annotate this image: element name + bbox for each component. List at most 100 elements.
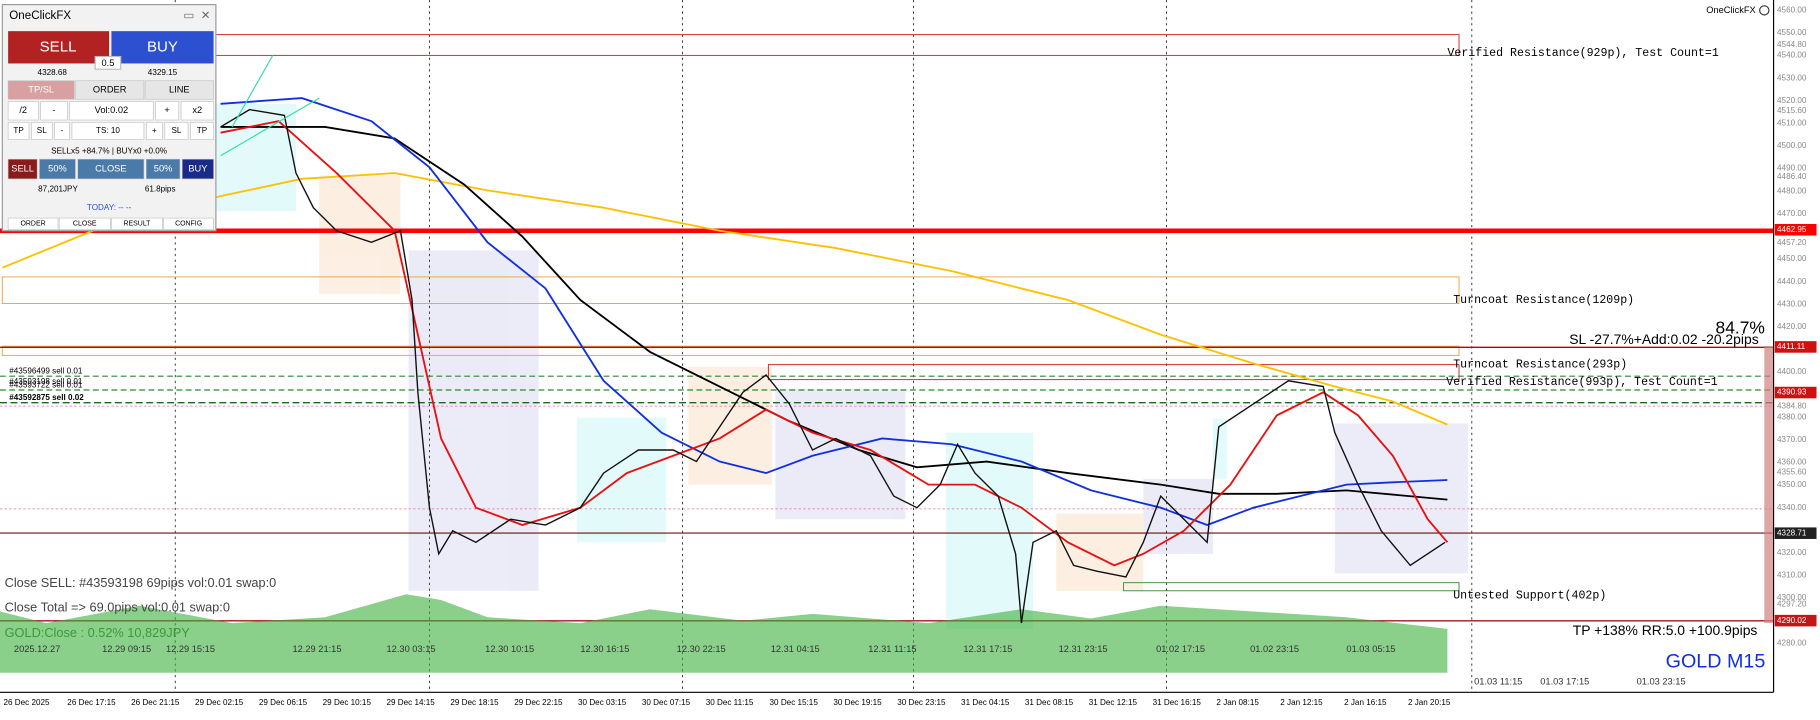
session-label: 12.30 22:15	[677, 644, 726, 654]
panel-button[interactable]	[75, 80, 145, 100]
annotation: Turncoat Resistance(1209p)	[1453, 294, 1634, 307]
panel-button[interactable]	[77, 158, 145, 180]
price-label: 4400.00	[1777, 367, 1807, 376]
panel-button[interactable]	[145, 122, 163, 140]
panel-button[interactable]	[164, 122, 189, 140]
price-tag-label: 4411.11	[1777, 342, 1806, 351]
panel-button[interactable]	[180, 101, 214, 121]
price-tag-label: 4390.93	[1777, 388, 1807, 397]
panel-button[interactable]	[58, 217, 111, 230]
panel-button[interactable]	[111, 217, 163, 230]
time-label: 30 Dec 19:15	[833, 698, 882, 707]
panel-button[interactable]	[40, 101, 68, 121]
annotation: Verified Resistance(993p), Test Count=1	[1446, 376, 1717, 389]
price-label: 4340.00	[1777, 503, 1807, 512]
panel-button[interactable]	[7, 158, 38, 180]
bid: 4328.68	[38, 68, 68, 77]
time-label: 30 Dec 03:15	[578, 698, 627, 707]
time-label: 31 Dec 08:15	[1025, 698, 1074, 707]
price-label: 4380.00	[1777, 412, 1807, 421]
brand: OneClickFX	[1706, 5, 1756, 15]
price-label: 4520.00	[1777, 96, 1807, 105]
buy-button[interactable]	[111, 31, 214, 64]
resistance-box	[1, 276, 1460, 304]
future-time-label: 01.03 23:15	[1637, 676, 1686, 686]
panel-button[interactable]	[181, 158, 214, 180]
time-label: 29 Dec 10:15	[323, 698, 372, 707]
session-label: 01.02 17:15	[1156, 644, 1205, 654]
panel-button-label: +	[164, 105, 169, 115]
time-label: 30 Dec 07:15	[642, 698, 691, 707]
panel-button-label: SL	[37, 126, 47, 135]
time-label: 30 Dec 15:15	[770, 698, 819, 707]
panel-button[interactable]	[144, 80, 214, 100]
minimize[interactable]: ▭	[183, 10, 194, 22]
symbol: GOLD M15	[1666, 651, 1766, 673]
time-label: 2 Jan 08:15	[1216, 698, 1259, 707]
time-label: 29 Dec 14:15	[387, 698, 436, 707]
panel-button[interactable]	[69, 101, 154, 121]
ma-red	[220, 120, 1449, 567]
panel-button-label: CLOSE	[95, 163, 126, 173]
price-label: 4310.00	[1777, 571, 1807, 580]
price-label: 4530.00	[1777, 73, 1807, 82]
panel-button[interactable]	[7, 80, 75, 100]
time-label: 26 Dec 21:15	[131, 698, 180, 707]
panel-button-label: CLOSE	[73, 221, 97, 228]
price-label: 4510.00	[1777, 119, 1807, 128]
zone	[688, 366, 772, 485]
time-label: 31 Dec 16:15	[1153, 698, 1202, 707]
panel-button-label: TP/SL	[28, 84, 54, 94]
orders: #43596499 sell 0.01#43593198 sell 0.01#4…	[9, 367, 84, 403]
trade-panel: OneClickFX ▭ ✕ SELL BUY 0.5 4328.68 4329…	[1, 4, 217, 232]
resistance-box	[1, 345, 1460, 356]
resistance-box	[767, 364, 1460, 381]
price-label: 4544.80	[1777, 40, 1807, 49]
panel-button-label: 50%	[154, 163, 173, 173]
session-label: 12.29 15:15	[166, 644, 215, 654]
spread-box	[94, 55, 122, 70]
time-label: 29 Dec 02:15	[195, 698, 244, 707]
price-label: 4420.00	[1777, 322, 1807, 331]
time-label: 26 Dec 17:15	[67, 698, 116, 707]
panel-button-label: TS: 10	[96, 126, 120, 135]
panel-button-label: Vol:0.02	[95, 105, 129, 115]
zone	[1056, 513, 1144, 591]
order-label: #43593198 sell 0.01	[9, 377, 83, 386]
price-label: 4355.60	[1777, 468, 1807, 477]
panel-button[interactable]	[7, 217, 59, 230]
profit: 87,201JPY	[38, 184, 78, 193]
time-label: 26 Dec 2025	[3, 698, 50, 707]
panel-button-label: -	[61, 126, 64, 135]
icon[interactable]	[1759, 5, 1770, 16]
panel-button[interactable]	[54, 122, 70, 140]
panel-button[interactable]	[7, 101, 39, 121]
panel-button[interactable]	[163, 217, 214, 230]
price-label: 4486.40	[1777, 172, 1807, 181]
close-icon[interactable]: ✕	[201, 10, 211, 22]
info: Close SELL: #43593198 69pips vol:0.01 sw…	[5, 575, 277, 590]
panel-button[interactable]	[190, 122, 214, 140]
panel-button[interactable]	[71, 122, 145, 140]
panel-button-label: TP	[197, 126, 207, 135]
panel-button[interactable]	[145, 158, 181, 180]
panel-button-label: 50%	[48, 163, 67, 173]
buy-label: BUY	[147, 38, 178, 55]
price-label: 4560.00	[1777, 6, 1807, 15]
zone	[1212, 418, 1227, 479]
panel-button-label: SELL	[11, 163, 34, 173]
ma-yellow	[1, 172, 1448, 426]
zone	[1334, 423, 1469, 574]
panel-button[interactable]	[39, 158, 76, 180]
sell-button[interactable]	[8, 31, 110, 64]
panel-button[interactable]	[155, 101, 180, 121]
session-label: 12.29 09:15	[102, 644, 151, 654]
price-label: 4450.00	[1777, 254, 1807, 263]
zone	[576, 417, 667, 543]
panel-button[interactable]	[31, 122, 53, 140]
time-label: 29 Dec 18:15	[450, 698, 499, 707]
price-tag-label: 4328.71	[1777, 528, 1807, 537]
panel-button[interactable]	[7, 122, 30, 140]
